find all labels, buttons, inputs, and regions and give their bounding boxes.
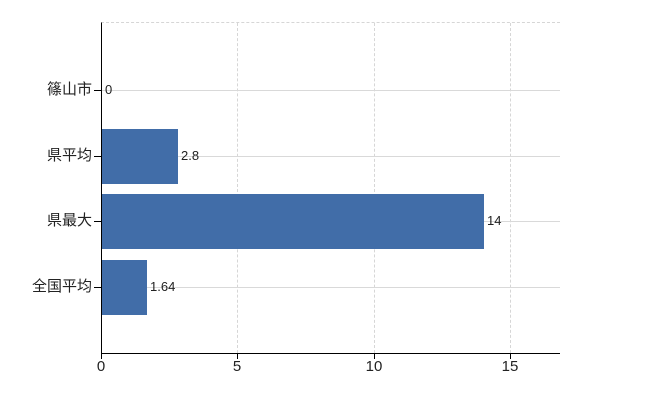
bar [102, 129, 178, 184]
bar-value-label: 0 [105, 82, 113, 97]
bar-value-label: 14 [487, 213, 502, 228]
gridline-horizontal [102, 156, 560, 157]
x-axis-tick [510, 354, 511, 359]
x-tick-label: 0 [96, 358, 106, 375]
category-label: 県最大 [46, 212, 92, 229]
gridline-horizontal [102, 90, 560, 91]
gridline-horizontal [102, 287, 560, 288]
x-axis-tick [237, 354, 238, 359]
x-axis-tick [101, 354, 102, 359]
y-axis-tick [94, 90, 101, 91]
y-axis-tick [94, 287, 101, 288]
bar [102, 194, 484, 249]
plot-area [101, 22, 560, 354]
x-tick-label: 10 [365, 358, 383, 375]
y-axis-tick [94, 221, 101, 222]
category-label: 篠山市 [46, 81, 92, 98]
gridline-vertical [374, 23, 375, 353]
bar-value-label: 2.8 [181, 148, 200, 163]
category-label: 県平均 [46, 147, 92, 164]
y-axis-tick [94, 156, 101, 157]
gridline-vertical [237, 23, 238, 353]
x-axis-tick [374, 354, 375, 359]
category-label: 全国平均 [31, 278, 92, 295]
bar-value-label: 1.64 [150, 279, 176, 294]
x-tick-label: 5 [232, 358, 242, 375]
x-tick-label: 15 [501, 358, 519, 375]
bar [102, 260, 147, 315]
gridline-vertical [510, 23, 511, 353]
